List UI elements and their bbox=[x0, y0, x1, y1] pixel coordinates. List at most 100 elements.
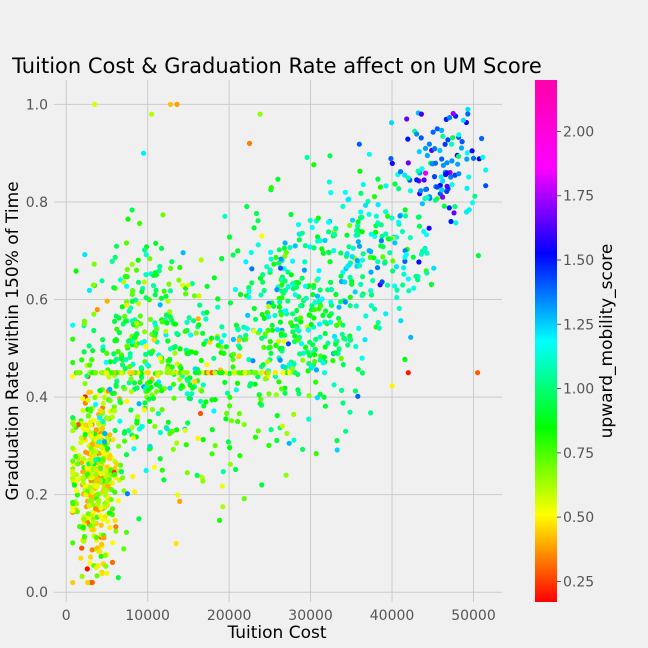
data-point bbox=[147, 316, 153, 322]
colorbar-ticks: 0.25 0.50 0.75 1.00 1.25 1.50 1.75 2.00 bbox=[557, 124, 594, 590]
data-point bbox=[464, 185, 470, 191]
data-point bbox=[93, 457, 99, 463]
data-point bbox=[251, 328, 257, 334]
data-point bbox=[167, 288, 174, 294]
data-point bbox=[272, 373, 278, 380]
data-point bbox=[262, 376, 268, 382]
data-point bbox=[342, 189, 348, 195]
data-point bbox=[432, 197, 438, 203]
data-point bbox=[74, 370, 81, 376]
data-point bbox=[336, 304, 342, 310]
data-point bbox=[179, 282, 185, 288]
data-point bbox=[123, 452, 130, 458]
data-point bbox=[196, 370, 202, 376]
data-point bbox=[379, 279, 385, 285]
data-point bbox=[100, 418, 106, 425]
x-axis-label: Tuition Cost bbox=[226, 623, 326, 643]
data-point bbox=[149, 406, 155, 413]
data-point bbox=[388, 120, 395, 126]
data-point bbox=[158, 295, 164, 301]
data-point bbox=[309, 224, 315, 231]
data-point bbox=[135, 279, 142, 285]
data-point bbox=[89, 357, 95, 363]
data-point bbox=[294, 284, 300, 290]
data-point bbox=[358, 281, 364, 287]
data-point bbox=[113, 243, 120, 249]
data-point bbox=[402, 356, 408, 362]
data-point bbox=[194, 472, 200, 478]
data-point bbox=[163, 312, 169, 318]
data-point bbox=[121, 386, 127, 392]
data-point bbox=[276, 260, 282, 266]
data-point bbox=[85, 397, 91, 403]
data-point bbox=[197, 302, 203, 308]
data-point bbox=[129, 207, 135, 213]
data-point bbox=[267, 344, 273, 350]
data-point bbox=[456, 153, 462, 159]
data-point bbox=[121, 546, 127, 552]
data-point bbox=[177, 498, 183, 504]
data-point bbox=[437, 147, 443, 154]
data-point bbox=[106, 374, 112, 380]
data-point bbox=[402, 213, 409, 219]
data-point bbox=[443, 171, 449, 178]
data-point bbox=[375, 259, 381, 265]
data-point bbox=[265, 359, 271, 365]
data-point bbox=[346, 244, 352, 250]
data-point bbox=[99, 570, 105, 577]
data-point bbox=[265, 370, 271, 376]
data-point bbox=[430, 129, 436, 135]
data-point bbox=[244, 326, 250, 332]
data-point bbox=[278, 256, 284, 262]
data-point bbox=[147, 256, 153, 262]
data-point bbox=[368, 269, 374, 275]
data-point bbox=[91, 261, 97, 267]
data-point bbox=[398, 318, 404, 324]
data-point bbox=[408, 334, 414, 340]
data-point bbox=[279, 423, 285, 429]
data-point bbox=[195, 435, 201, 441]
data-point bbox=[331, 333, 338, 339]
data-point bbox=[246, 140, 253, 146]
y-ticks: 0.0 0.2 0.4 0.6 0.8 1.0 bbox=[26, 97, 48, 601]
data-point bbox=[389, 215, 395, 221]
data-point bbox=[70, 458, 76, 464]
data-point bbox=[98, 470, 104, 477]
data-point bbox=[315, 276, 321, 282]
data-point bbox=[75, 422, 81, 428]
data-point bbox=[314, 395, 320, 401]
data-point bbox=[439, 156, 445, 162]
data-point bbox=[366, 151, 372, 157]
data-point bbox=[102, 492, 108, 498]
data-point bbox=[273, 254, 279, 261]
data-point bbox=[398, 169, 404, 175]
data-point bbox=[394, 234, 400, 240]
data-point bbox=[296, 391, 302, 397]
data-point bbox=[208, 335, 215, 341]
data-point bbox=[217, 517, 223, 524]
data-point bbox=[142, 400, 148, 406]
data-point bbox=[359, 370, 365, 376]
data-point bbox=[375, 319, 381, 326]
data-point bbox=[264, 264, 270, 270]
data-point bbox=[320, 250, 326, 256]
data-point bbox=[94, 478, 101, 484]
data-point bbox=[298, 315, 304, 321]
data-point bbox=[355, 366, 361, 372]
data-point bbox=[302, 259, 308, 265]
data-point bbox=[164, 320, 170, 326]
data-point bbox=[352, 388, 359, 394]
data-point bbox=[260, 272, 266, 278]
colorbar-tick-label: 1.75 bbox=[563, 189, 594, 205]
data-point bbox=[274, 413, 280, 419]
data-point bbox=[274, 327, 280, 333]
data-point bbox=[392, 240, 398, 246]
data-point bbox=[80, 524, 86, 531]
data-point bbox=[333, 291, 339, 298]
data-point bbox=[305, 327, 311, 333]
data-point bbox=[112, 427, 118, 434]
data-point bbox=[157, 429, 163, 436]
data-point bbox=[319, 296, 325, 302]
data-point bbox=[347, 303, 353, 309]
